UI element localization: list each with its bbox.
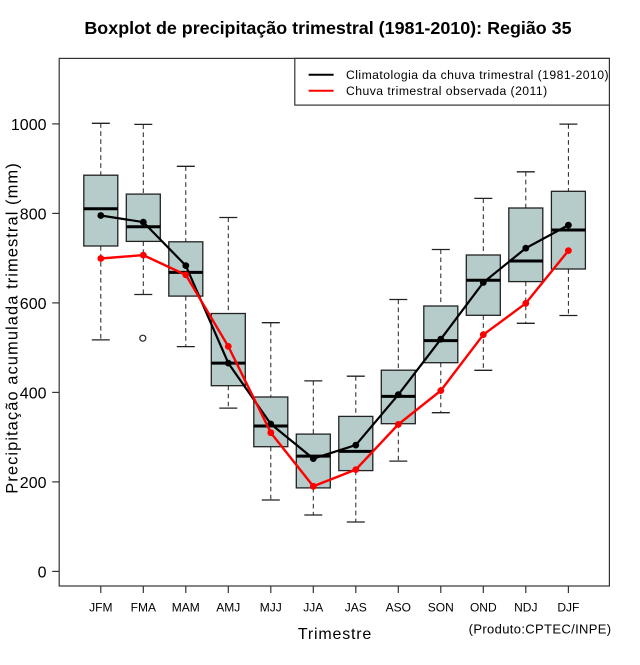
svg-text:JFM: JFM bbox=[89, 601, 112, 615]
svg-text:800: 800 bbox=[20, 206, 47, 223]
svg-text:0: 0 bbox=[38, 564, 47, 581]
svg-text:JAS: JAS bbox=[345, 601, 367, 615]
svg-text:Boxplot de precipitação trimes: Boxplot de precipitação trimestral (1981… bbox=[84, 18, 571, 38]
svg-text:Trimestre: Trimestre bbox=[298, 626, 372, 643]
svg-text:200: 200 bbox=[20, 475, 47, 492]
svg-text:JJA: JJA bbox=[303, 601, 323, 615]
svg-text:600: 600 bbox=[20, 296, 47, 313]
svg-text:Chuva trimestral observada (20: Chuva trimestral observada (2011) bbox=[346, 84, 548, 98]
svg-text:NDJ: NDJ bbox=[514, 601, 537, 615]
svg-text:Precipitação acumulada trimest: Precipitação acumulada trimestral (mm) bbox=[4, 162, 22, 494]
svg-text:AMJ: AMJ bbox=[216, 601, 240, 615]
svg-text:DJF: DJF bbox=[557, 601, 579, 615]
svg-text:OND: OND bbox=[470, 601, 497, 615]
svg-text:400: 400 bbox=[20, 385, 47, 402]
svg-text:ASO: ASO bbox=[386, 601, 411, 615]
svg-text:(Produto:CPTEC/INPE): (Produto:CPTEC/INPE) bbox=[469, 622, 612, 637]
svg-text:FMA: FMA bbox=[131, 601, 156, 615]
svg-text:MAM: MAM bbox=[172, 601, 200, 615]
svg-text:SON: SON bbox=[428, 601, 454, 615]
svg-text:MJJ: MJJ bbox=[260, 601, 282, 615]
svg-text:1000: 1000 bbox=[11, 117, 47, 134]
svg-text:Climatologia da chuva trimestr: Climatologia da chuva trimestral (1981-2… bbox=[346, 68, 609, 82]
